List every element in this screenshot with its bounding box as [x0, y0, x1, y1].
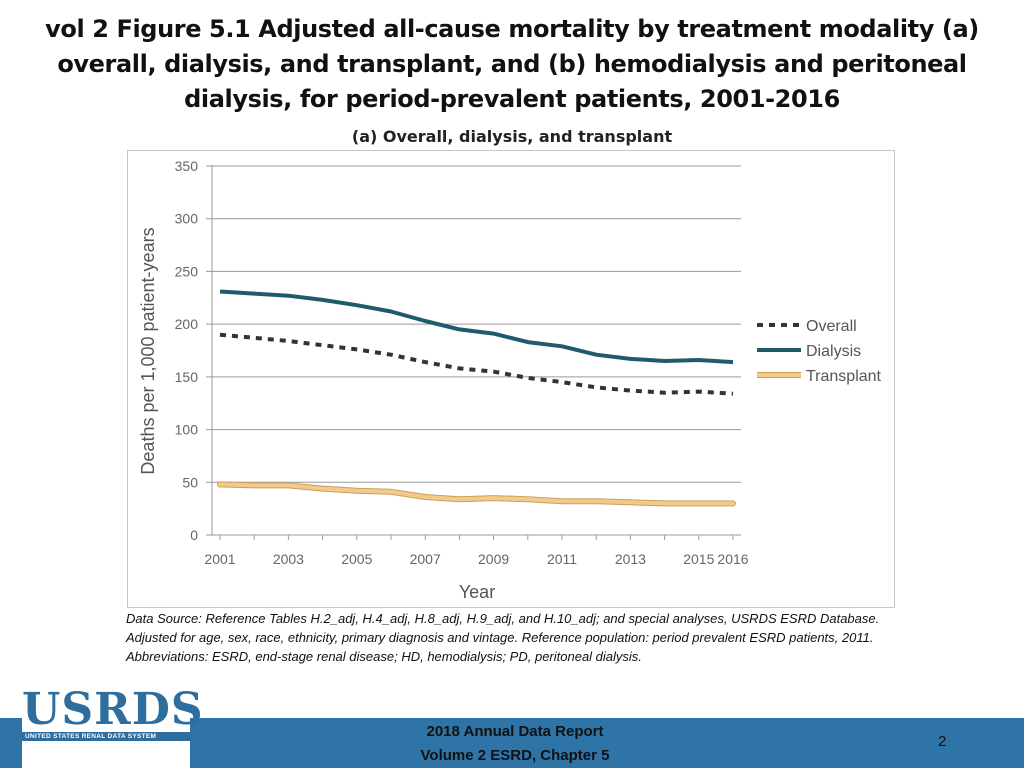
page-number: 2 [938, 733, 947, 750]
y-tick-label: 300 [175, 211, 199, 227]
legend-label-overall: Overall [806, 318, 857, 335]
x-tick-label: 2011 [547, 551, 577, 567]
logo-subtitle: UNITED STATES RENAL DATA SYSTEM [22, 732, 190, 741]
data-source-footnote: Data Source: Reference Tables H.2_adj, H… [126, 611, 880, 664]
y-tick-label: 200 [175, 316, 199, 332]
series-line-overall [219, 332, 734, 396]
footer-band [190, 718, 1024, 768]
x-tick-label: 2005 [341, 551, 372, 567]
x-tick-label: 2015 [683, 551, 714, 567]
y-tick-label: 100 [175, 422, 199, 438]
y-tick-label: 350 [175, 158, 199, 174]
footer-line-2: Volume 2 ESRD, Chapter 5 [420, 747, 610, 764]
x-tick-label: 2013 [615, 551, 646, 567]
y-tick-label: 50 [182, 474, 198, 490]
legend-label-transplant: Transplant [806, 368, 882, 385]
series-line-transplant [218, 482, 735, 506]
x-axis-title: Year [459, 582, 495, 602]
x-tick-label: 2003 [273, 551, 304, 567]
slide-title: vol 2 Figure 5.1 Adjusted all-cause mort… [45, 15, 979, 113]
y-tick-label: 150 [175, 369, 199, 385]
y-axis-title: Deaths per 1,000 patient-years [138, 227, 158, 474]
series-line-dialysis [219, 289, 734, 365]
chart-title: (a) Overall, dialysis, and transplant [351, 127, 673, 146]
x-tick-label: 2009 [478, 551, 509, 567]
y-tick-label: 250 [175, 263, 199, 279]
x-tick-label: 2007 [410, 551, 441, 567]
usrds-logo: USRDS UNITED STATES RENAL DATA SYSTEM [22, 684, 204, 746]
y-tick-label: 0 [190, 527, 198, 543]
chart-frame [127, 150, 895, 608]
x-tick-label: 2016 [717, 551, 748, 567]
x-tick-label: 2001 [204, 551, 235, 567]
footer-report-info: 2018 Annual Data Report Volume 2 ESRD, C… [380, 720, 650, 768]
footer-line-1: 2018 Annual Data Report [426, 723, 604, 740]
legend-label-dialysis: Dialysis [806, 343, 861, 360]
logo-wordmark: USRDS [22, 684, 204, 735]
footer-band-left [0, 718, 22, 768]
